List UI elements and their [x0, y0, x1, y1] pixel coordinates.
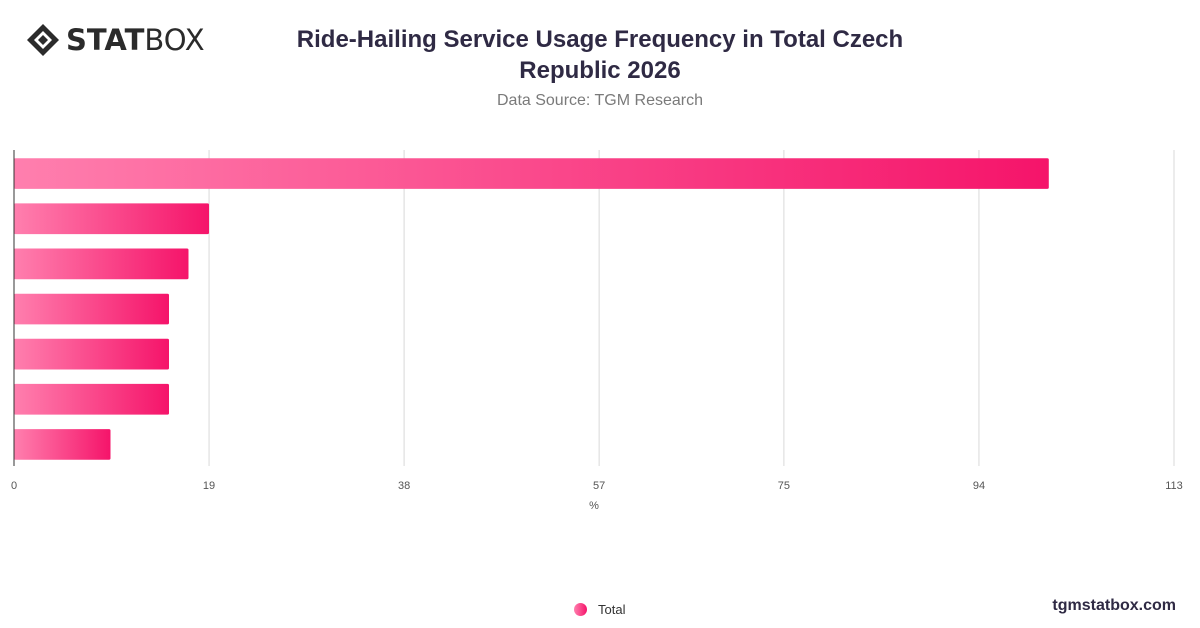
chart-title: Ride-Hailing Service Usage Frequency in …: [296, 26, 904, 84]
bar-5[interactable]: [14, 338, 169, 370]
x-tick-label: 0: [11, 480, 17, 492]
bar-7[interactable]: [14, 429, 111, 460]
logo-wordmark: STATBOX: [66, 23, 205, 57]
statbox-logo: STATBOX: [26, 22, 205, 58]
x-tick-label: 75: [778, 480, 790, 492]
x-tick-labels: 0 19 38 57 75 94 113: [11, 480, 1183, 492]
legend-marker-icon: [574, 603, 587, 616]
x-tick-label: 19: [203, 480, 215, 492]
bar-4[interactable]: [14, 293, 169, 325]
bar-3[interactable]: [14, 248, 189, 280]
legend[interactable]: Total: [574, 602, 625, 617]
footer-site: tgmstatbox.com: [1052, 597, 1176, 614]
statbox-diamond-icon: [27, 24, 59, 56]
x-tick-label: 57: [593, 480, 605, 492]
x-tick-label: 94: [973, 480, 985, 492]
x-tick-label: 38: [398, 480, 410, 492]
legend-label-total: Total: [598, 602, 626, 617]
bar-2[interactable]: [14, 203, 209, 235]
bar-1[interactable]: [14, 158, 1049, 189]
gridlines: [208, 150, 1175, 466]
bars: [14, 158, 1049, 460]
bar-6[interactable]: [14, 383, 169, 415]
x-tick-label: 113: [1165, 480, 1183, 492]
x-axis-label: %: [589, 500, 599, 512]
chart-subtitle: Data Source: TGM Research: [496, 92, 703, 109]
